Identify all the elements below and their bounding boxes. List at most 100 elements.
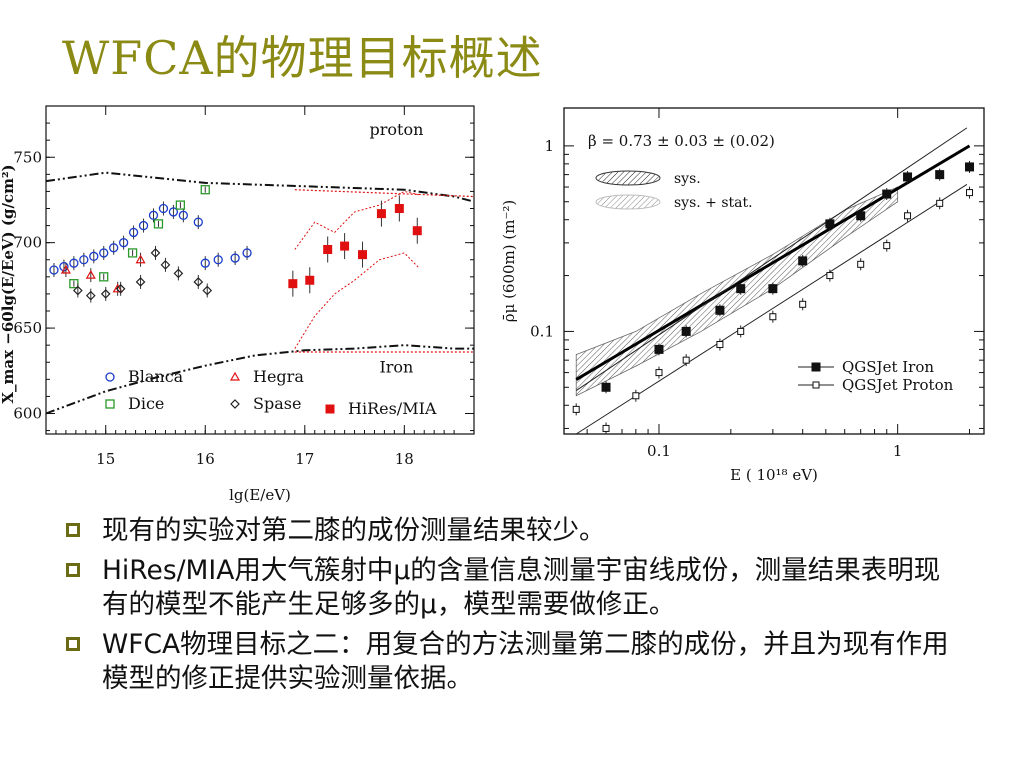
- data-point: [682, 356, 690, 364]
- x-tick-label: 16: [196, 450, 215, 468]
- legend-label: Blanca: [128, 367, 184, 386]
- data-point: [825, 219, 835, 229]
- data-point: [85, 269, 96, 279]
- beta-annotation: β = 0.73 ± 0.03 ± (0.02): [588, 132, 775, 150]
- data-point: [89, 251, 99, 261]
- proton-model-line: [45, 171, 475, 203]
- data-point: [200, 185, 210, 195]
- data-point: [826, 272, 834, 280]
- series-hegra: [60, 252, 146, 296]
- plot-frame: [563, 107, 985, 435]
- data-point: [340, 241, 350, 251]
- data-point: [904, 212, 912, 220]
- fit-line: [575, 144, 971, 381]
- data-point: [242, 248, 252, 258]
- data-point: [202, 285, 213, 296]
- data-point: [128, 227, 139, 238]
- data-point: [153, 219, 164, 229]
- legend-marker: [105, 399, 115, 409]
- xmax-energy-chart: 600 650 700 750 15 16 17 18 lg(E/eV) X_max −60lg(…: [0, 105, 475, 504]
- series-qgsjet-iron: [601, 160, 975, 394]
- data-point: [213, 255, 223, 265]
- legend-marker: [230, 399, 240, 409]
- data-point: [288, 279, 298, 289]
- legend-marker: [811, 362, 821, 372]
- data-point: [168, 207, 179, 217]
- data-point: [118, 238, 129, 248]
- legend-marker: [812, 381, 820, 389]
- legend-marker: [325, 404, 335, 414]
- hires-error-band-lower: [294, 252, 420, 349]
- data-point: [230, 253, 240, 263]
- data-point: [49, 265, 59, 275]
- iron-model-line: [575, 127, 968, 391]
- x-tick-label: 0.1: [647, 442, 671, 460]
- data-point: [358, 250, 368, 260]
- data-point: [936, 199, 944, 207]
- y-tick-label: 650: [13, 319, 42, 337]
- data-point: [715, 305, 725, 315]
- bullet-text: WFCA物理目标之二：用复合的方法测量第二膝的成份，并且为现有作用模型的修正提供…: [102, 629, 949, 694]
- series-qgsjet-proton: [572, 186, 974, 435]
- data-point: [200, 258, 210, 268]
- data-point: [193, 217, 203, 227]
- data-point: [394, 204, 404, 213]
- bullet-box-icon: [66, 637, 80, 651]
- bullet-item: WFCA物理目标之二：用复合的方法测量第二膝的成份，并且为现有作用模型的修正提供…: [64, 628, 964, 696]
- data-point: [193, 277, 204, 287]
- data-point: [323, 245, 333, 254]
- legend-label: Hegra: [253, 367, 304, 386]
- slide-title: WFCA的物理目标概述: [62, 31, 543, 85]
- data-point: [178, 210, 189, 220]
- data-point: [601, 382, 611, 392]
- y-tick-label: 750: [13, 148, 42, 166]
- series-dice: [69, 185, 210, 289]
- data-point: [127, 248, 138, 258]
- data-point: [60, 264, 71, 274]
- data-point: [966, 189, 974, 197]
- sys-stat-label: sys. + stat.: [674, 195, 753, 211]
- data-point: [135, 254, 146, 264]
- data-point: [882, 189, 892, 199]
- proton-label: proton: [369, 120, 423, 139]
- x-tick-label: 1: [893, 442, 903, 460]
- iron-label: Iron: [379, 358, 413, 377]
- data-point: [148, 210, 159, 220]
- data-point: [99, 272, 109, 282]
- series-blanca: [49, 201, 252, 277]
- bullet-text: HiRes/MIA用大气簇射中μ的含量信息测量宇宙线成份，测量结果表明现有的模型…: [102, 555, 941, 620]
- data-point: [736, 284, 746, 294]
- sys-label: sys.: [674, 171, 701, 187]
- data-point: [158, 203, 169, 214]
- series-hiresmia: [288, 195, 422, 297]
- data-point: [857, 260, 865, 268]
- data-point: [115, 283, 126, 294]
- data-point: [175, 200, 186, 210]
- data-point: [935, 170, 945, 180]
- legend-marker: [229, 371, 241, 381]
- y-tick-label: 600: [13, 405, 42, 423]
- data-point: [572, 405, 580, 413]
- bullet-text: 现有的实验对第二膝的成份测量结果较少。: [102, 515, 606, 546]
- data-point: [305, 275, 315, 285]
- data-point: [883, 242, 891, 250]
- data-point: [632, 392, 640, 400]
- x-tick-label: 15: [96, 450, 115, 468]
- sys-stat-swatch: [595, 194, 661, 210]
- y-tick-label: 1: [544, 137, 554, 155]
- data-point: [100, 289, 111, 299]
- y-tick-label: 0.1: [530, 322, 554, 340]
- data-point: [173, 268, 184, 279]
- data-point: [856, 211, 866, 221]
- hires-error-band-upper: [294, 190, 420, 250]
- data-point: [85, 290, 96, 301]
- data-point: [99, 248, 109, 258]
- bullet-box-icon: [66, 563, 80, 577]
- bullet-item: HiRes/MIA用大气簇射中μ的含量信息测量宇宙线成份，测量结果表明现有的模型…: [64, 554, 964, 622]
- bullet-box-icon: [66, 523, 80, 537]
- data-point: [79, 255, 89, 265]
- data-point: [150, 248, 161, 258]
- legend-marker: [105, 372, 115, 382]
- data-point: [768, 284, 778, 294]
